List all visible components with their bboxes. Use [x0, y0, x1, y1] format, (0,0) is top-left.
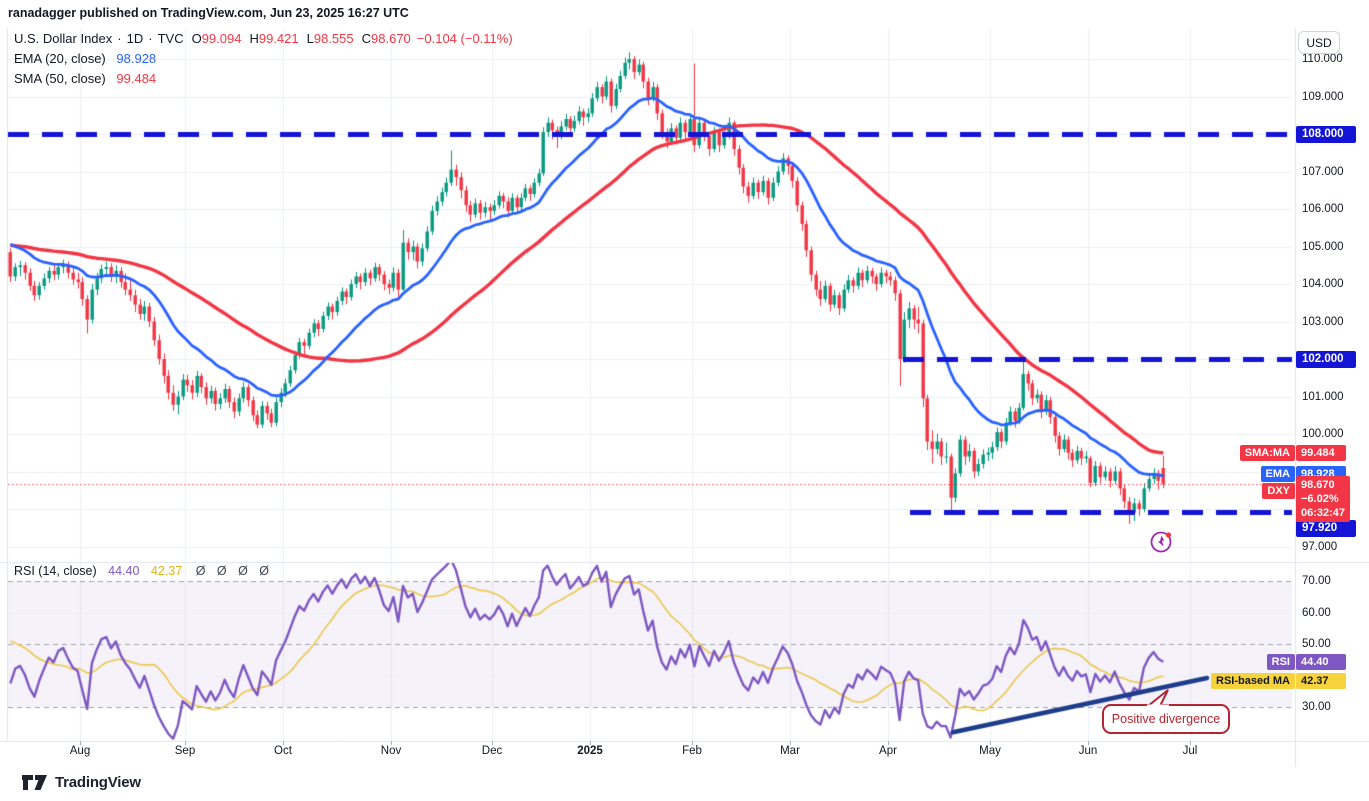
rsi-tick: 50.00 — [1302, 638, 1331, 650]
time-axis-tick — [492, 741, 493, 745]
price-tick: 104.000 — [1302, 278, 1344, 290]
time-axis-label: Jul — [1182, 745, 1198, 757]
tradingview-logo-icon — [22, 774, 47, 790]
price-tick: 100.000 — [1302, 428, 1344, 440]
ema-label: EMA (20, close) — [14, 51, 106, 66]
rsi-ma-value: 42.37 — [150, 564, 183, 578]
ema-value: 98.928 — [116, 51, 157, 66]
rsi-ma-value-tag-label: RSI-based MA — [1211, 673, 1295, 689]
low-label: L — [306, 31, 314, 46]
time-axis-tick — [1088, 741, 1089, 745]
time-axis-tick — [990, 741, 991, 745]
high-label: H — [249, 31, 259, 46]
time-axis-tick — [590, 741, 591, 745]
open-label: O — [191, 31, 202, 46]
rsi-value-tag-label: RSI — [1266, 653, 1295, 670]
price-level-label: 97.920 — [1296, 519, 1356, 537]
legend-separator: · — [148, 31, 153, 46]
sma-label: SMA (50, close) — [14, 71, 106, 86]
sma-price-tag-label: SMA:MA — [1239, 445, 1295, 462]
price-tick: 106.000 — [1302, 203, 1344, 215]
time-axis-label: Mar — [780, 745, 800, 757]
symbol-legend-row: U.S. Dollar Index · 1D · TVC O99.094 H99.421 L9… — [14, 29, 513, 49]
time-axis-label: 2025 — [577, 745, 603, 757]
price-level-label: 108.000 — [1296, 125, 1356, 143]
time-axis-label: Nov — [380, 745, 402, 757]
rsi-tick: 70.00 — [1302, 575, 1331, 587]
price-tick: 97.000 — [1302, 540, 1338, 553]
change-value: −0.104 (−0.11%) — [416, 31, 513, 46]
time-axis-tick — [80, 741, 81, 745]
price-axis[interactable]: 110.000 109.000 107.000 106.000 105.000 104.0… — [1295, 28, 1369, 741]
close-value: 98.670 — [371, 31, 411, 46]
open-value: 99.094 — [201, 31, 242, 46]
rsi-value: 44.40 — [108, 564, 140, 578]
time-axis[interactable]: Aug Sep Oct Nov Dec 2025 Feb Mar Apr May Jun Jul — [0, 741, 1295, 767]
sma-value: 99.484 — [116, 71, 157, 86]
price-level-label: 102.000 — [1296, 350, 1356, 368]
time-axis-label: Jun — [1078, 745, 1098, 757]
high-value: 99.421 — [258, 31, 299, 46]
time-axis-tick — [1190, 741, 1191, 745]
symbol-title: U.S. Dollar Index — [14, 31, 113, 46]
close-label: C — [361, 31, 372, 46]
price-tick: 107.000 — [1302, 165, 1344, 178]
time-axis-tick — [692, 741, 693, 745]
time-axis-tick — [283, 741, 284, 745]
time-axis-label: Sep — [174, 745, 196, 757]
sma-legend-row: SMA (50, close) 99.484 — [14, 69, 513, 89]
time-axis-tick — [185, 741, 186, 745]
sma-price-tag: 99.484 — [1296, 445, 1346, 462]
rsi-empty-inputs: Ø Ø Ø Ø — [195, 564, 269, 578]
rsi-value-tag: 44.40 — [1296, 653, 1346, 670]
symbol-exchange: TVC — [157, 31, 184, 46]
tradingview-brand-text: TradingView — [55, 774, 141, 791]
time-axis-tick — [790, 741, 791, 745]
symbol-price-tag: 98.670 −6.02% 06:32:47 — [1296, 476, 1350, 522]
time-axis-label: Dec — [481, 745, 503, 757]
currency-button[interactable]: USD — [1298, 31, 1340, 54]
price-tick: 110.000 — [1302, 53, 1343, 65]
rsi-ma-value-tag: 42.37 — [1296, 673, 1346, 689]
symbol-interval: 1D — [126, 31, 144, 46]
footer-branding[interactable]: TradingView — [22, 774, 141, 791]
time-axis-label: Apr — [879, 745, 897, 757]
positive-divergence-callout[interactable]: Positive divergence — [1102, 704, 1230, 734]
time-axis-tick — [391, 741, 392, 745]
positive-divergence-text: Positive divergence — [1111, 712, 1221, 726]
low-value: 98.555 — [313, 31, 354, 46]
ema-price-tag-label: EMA — [1260, 466, 1295, 483]
legend-separator: · — [117, 31, 122, 46]
time-axis-label: Aug — [69, 745, 91, 757]
rsi-legend: RSI (14, close) 44.40 42.37 Ø Ø Ø Ø — [14, 564, 269, 578]
rsi-label: RSI (14, close) — [14, 564, 97, 578]
time-axis-label: May — [979, 745, 1001, 757]
price-tick: 101.000 — [1302, 390, 1344, 403]
callout-tail — [1146, 689, 1169, 706]
time-axis-label: Feb — [682, 745, 702, 757]
price-tick: 109.000 — [1302, 90, 1344, 103]
published-header: ranadagger published on TradingView.com,… — [8, 6, 409, 20]
price-tick: 105.000 — [1302, 240, 1344, 253]
time-axis-tick — [888, 741, 889, 745]
main-legend: U.S. Dollar Index · 1D · TVC O99.094 H99.421 L9… — [14, 29, 513, 89]
ema-legend-row: EMA (20, close) 98.928 — [14, 49, 513, 69]
flash-icon[interactable] — [1149, 530, 1173, 554]
symbol-price-tag-label: DXY — [1262, 483, 1295, 499]
rsi-tick: 30.00 — [1302, 701, 1331, 713]
rsi-tick: 60.00 — [1302, 606, 1331, 619]
price-tick: 103.000 — [1302, 315, 1344, 328]
time-axis-label: Oct — [274, 745, 292, 757]
